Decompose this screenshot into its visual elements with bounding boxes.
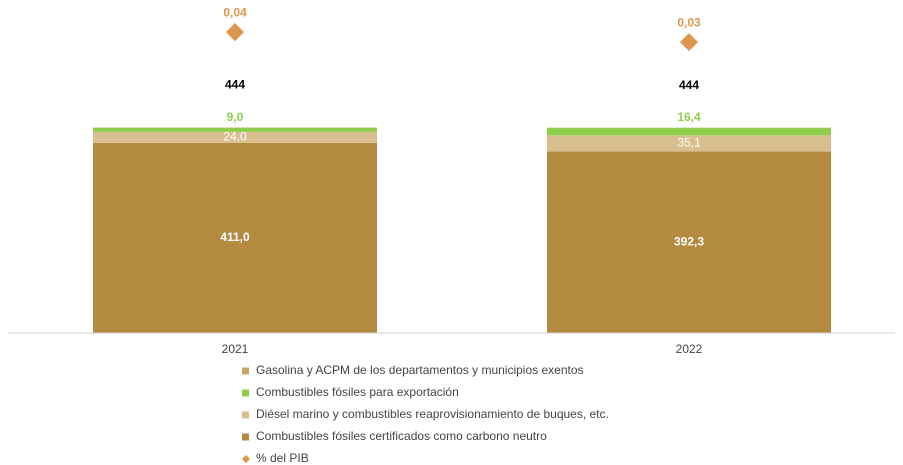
legend-label: Diésel marino y combustibles reaprovisio… xyxy=(256,407,609,421)
bar-segment xyxy=(93,127,377,132)
bar-segment xyxy=(93,142,377,333)
data-label: 9,0 xyxy=(227,110,244,124)
legend-marker xyxy=(242,433,249,441)
legend-label: Gasolina y ACPM de los departamentos y m… xyxy=(256,363,584,377)
legend-marker xyxy=(242,455,250,463)
data-label: 392,3 xyxy=(674,234,704,248)
legend-marker xyxy=(242,389,249,397)
legend-label: Combustibles fósiles para exportación xyxy=(256,385,459,399)
legend-marker xyxy=(242,411,249,419)
bar-segment xyxy=(547,135,831,152)
data-label: 35,1 xyxy=(677,136,701,150)
legend-marker xyxy=(242,367,249,375)
marker xyxy=(226,23,244,42)
x-tick-label: 2022 xyxy=(676,342,703,356)
total-label: 444 xyxy=(679,78,699,92)
bar-segment xyxy=(547,127,831,136)
data-label: 16,4 xyxy=(677,110,701,124)
data-label: 411,0 xyxy=(220,230,250,244)
legend-label: Combustibles fósiles certificados como c… xyxy=(256,429,547,443)
bar-segment xyxy=(547,151,831,333)
total-label: 444 xyxy=(225,78,245,92)
data-label: 0,03 xyxy=(677,15,701,29)
marker xyxy=(680,33,698,52)
x-tick-label: 2021 xyxy=(222,342,249,356)
data-label: 24,0 xyxy=(223,130,247,144)
data-label: 0,04 xyxy=(223,5,247,19)
legend-label: % del PIB xyxy=(256,451,309,465)
bar-segment xyxy=(93,131,377,143)
